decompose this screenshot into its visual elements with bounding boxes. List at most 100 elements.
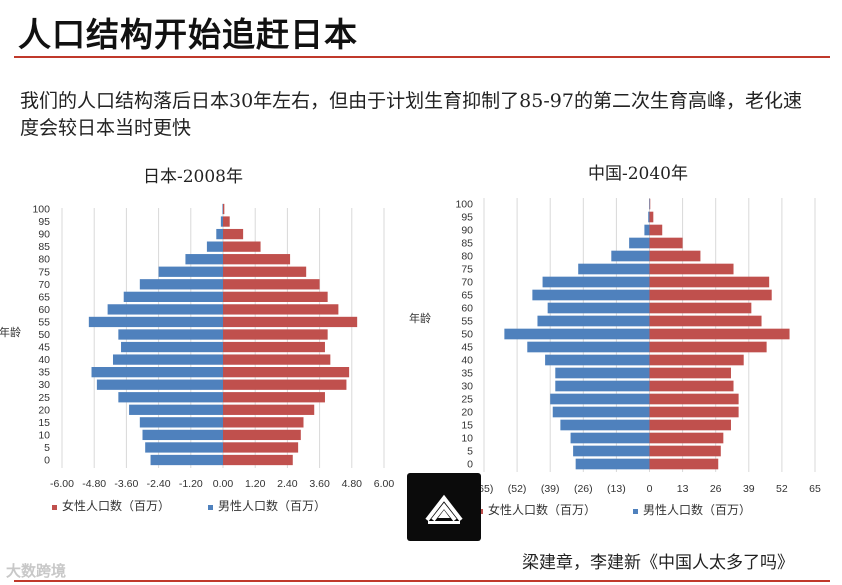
male-bar [578,263,650,275]
female-bar [649,263,734,275]
male-bar [139,417,223,428]
female-bar [649,315,762,327]
male-bar [570,432,650,444]
female-bar [223,354,331,365]
x-tick-label: 26 [710,483,722,495]
legend-label-female: 女性人口数（百万） [488,502,596,517]
y-tick-label: 60 [38,304,50,316]
legend-label-female: 女性人口数（百万） [62,498,170,513]
male-bar [629,237,650,249]
x-tick-label: -4.80 [82,478,106,490]
female-bar [649,380,734,392]
x-tick-label: 13 [677,483,689,495]
male-bar [504,328,650,340]
male-bar [107,304,223,315]
y-tick-label: 0 [467,459,473,471]
y-tick-label: 75 [461,264,473,276]
female-bar [223,454,293,466]
female-bar [649,432,724,444]
female-bar [649,276,770,288]
y-tick-label: 95 [38,216,50,228]
male-bar [220,216,223,227]
y-tick-label: 25 [38,392,50,404]
x-tick-label: 65 [809,483,821,495]
y-tick-label: 40 [461,355,473,367]
female-bar [649,367,731,379]
y-tick-label: 45 [461,342,473,354]
male-bar [123,291,223,302]
male-bar [644,224,650,236]
female-bar [649,198,651,210]
x-tick-label: 39 [743,483,755,495]
male-bar [96,379,223,390]
y-tick-label: 5 [44,442,50,454]
x-tick-label: 52 [776,483,788,495]
x-tick-label: 0.00 [213,478,234,490]
female-bar [649,458,719,470]
female-bar [223,266,307,277]
female-bar [223,329,328,340]
x-tick-label: 1.20 [245,478,266,490]
male-bar [545,354,650,366]
female-bar [223,404,315,415]
x-tick-label: 2.40 [277,478,298,490]
y-tick-label: 25 [461,394,473,406]
x-tick-label: (39) [541,483,560,495]
male-bar [555,380,650,392]
y-tick-label: 90 [461,225,473,237]
female-bar [649,393,739,405]
x-tick-label: (26) [574,483,593,495]
y-tick-label: 80 [38,254,50,266]
y-tick-label: 90 [38,229,50,241]
china-2040-pyramid: 中国-2040年(65) (52) (39) (26) (13) 0 13 26 39 52 650… [409,164,821,517]
female-bar [223,392,325,403]
female-bar [223,228,244,240]
y-tick-label: 20 [461,407,473,419]
male-bar [121,341,223,353]
y-tick-label: 35 [461,368,473,380]
male-bar [88,316,223,328]
male-bar [537,315,650,327]
female-bar [223,316,358,328]
female-bar [649,419,731,431]
female-bar [223,216,230,227]
male-bar [527,341,650,353]
x-tick-label: (52) [508,483,527,495]
male-bar [611,250,650,262]
female-bar [649,237,683,249]
male-bar [216,228,223,240]
x-tick-label: 0 [647,483,653,495]
female-bar [649,302,752,314]
male-bar [648,211,650,223]
chart-title: 日本-2008年 [143,167,243,187]
female-bar [223,304,339,315]
female-bar [649,250,701,262]
male-bar [158,266,223,277]
y-tick-label: 5 [467,446,473,458]
legend-label-male: 男性人口数（百万） [218,498,326,513]
watermark-logo [407,473,481,541]
x-tick-label: -3.60 [114,478,138,490]
legend-label-male: 男性人口数（百万） [643,502,751,517]
male-bar [129,404,223,415]
y-tick-label: 10 [461,433,473,445]
male-bar [118,392,223,403]
legend-swatch-female [52,505,57,510]
female-bar [223,379,347,390]
male-bar [139,279,223,290]
y-tick-label: 30 [38,379,50,391]
male-bar [649,198,650,210]
x-tick-label: (13) [607,483,626,495]
female-bar [649,328,790,340]
chart-title: 中国-2040年 [588,164,688,184]
title-divider [14,56,830,58]
female-bar [649,211,654,223]
male-bar [550,393,650,405]
female-bar [649,406,739,418]
y-tick-label: 50 [38,329,50,341]
y-tick-label: 75 [38,266,50,278]
male-bar [145,442,223,453]
female-bar [223,241,261,252]
legend-swatch-male [208,505,213,510]
